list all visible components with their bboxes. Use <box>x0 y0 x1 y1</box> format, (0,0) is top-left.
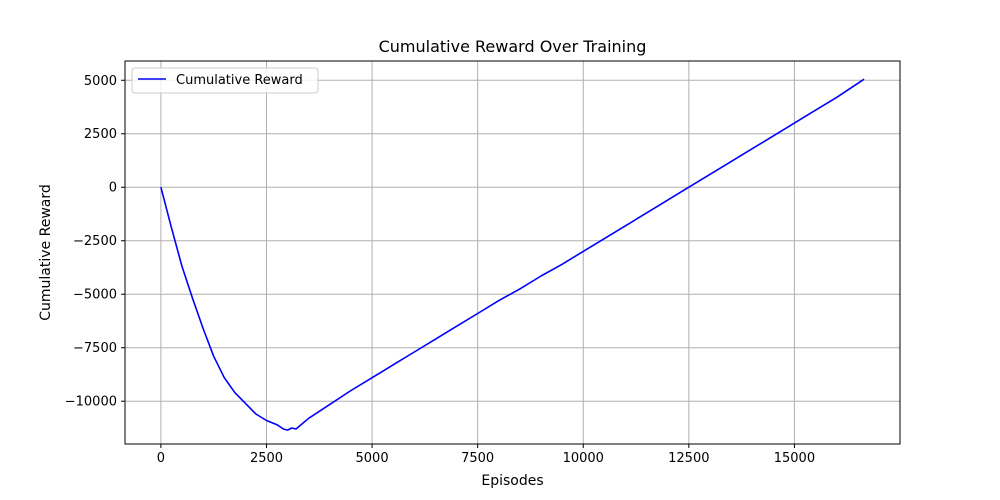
series-line <box>160 78 865 431</box>
y-tick-label: −2500 <box>73 234 117 249</box>
y-axis-ticks: 5000 2500 0 −2500 −5000 −7500 −10000 <box>65 74 125 410</box>
x-tick-label: 10000 <box>563 451 604 466</box>
x-tick-label: 15000 <box>774 451 815 466</box>
y-tick-label: 2500 <box>84 127 117 142</box>
y-tick-label: 0 <box>109 181 117 196</box>
legend-label: Cumulative Reward <box>176 73 303 88</box>
x-tick-label: 12500 <box>668 451 709 466</box>
legend: Cumulative Reward <box>131 67 319 94</box>
legend-box <box>131 67 319 94</box>
plot-frame <box>124 60 901 445</box>
x-tick-label: 5000 <box>356 451 389 466</box>
x-tick-label: 2500 <box>250 451 283 466</box>
y-tick-label: −7500 <box>73 341 117 356</box>
y-tick-label: 5000 <box>84 74 117 89</box>
series-layer <box>160 78 865 431</box>
x-axis-label: Episodes <box>481 473 543 489</box>
chart-title: Cumulative Reward Over Training <box>379 37 647 56</box>
y-tick-label: −10000 <box>65 395 117 410</box>
y-tick-label: −5000 <box>73 288 117 303</box>
x-tick-label: 0 <box>157 451 165 466</box>
y-axis-label: Cumulative Reward <box>38 184 54 321</box>
x-axis-ticks: 0 2500 5000 7500 10000 12500 15000 <box>157 444 815 466</box>
x-tick-label: 7500 <box>461 451 494 466</box>
